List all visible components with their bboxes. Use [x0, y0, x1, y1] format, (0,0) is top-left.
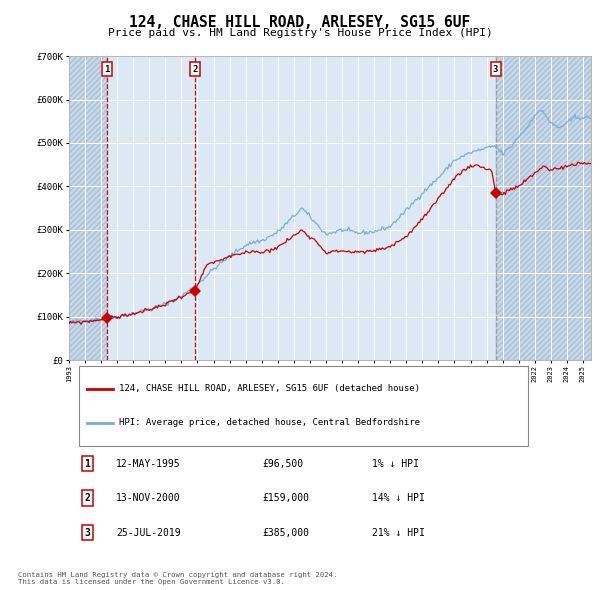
Text: 1: 1	[104, 64, 110, 74]
Bar	[496, 56, 591, 360]
Text: 2: 2	[85, 493, 90, 503]
Text: HPI: Average price, detached house, Central Bedfordshire: HPI: Average price, detached house, Cent…	[119, 418, 419, 427]
Text: 1% ↓ HPI: 1% ↓ HPI	[372, 458, 419, 468]
Text: 3: 3	[85, 527, 90, 537]
Text: £96,500: £96,500	[262, 458, 303, 468]
Text: 3: 3	[493, 64, 498, 74]
Text: 14% ↓ HPI: 14% ↓ HPI	[372, 493, 425, 503]
Text: £385,000: £385,000	[262, 527, 309, 537]
FancyBboxPatch shape	[79, 366, 529, 447]
Bar	[69, 56, 107, 360]
Text: 2: 2	[193, 64, 198, 74]
Text: 21% ↓ HPI: 21% ↓ HPI	[372, 527, 425, 537]
Text: Price paid vs. HM Land Registry's House Price Index (HPI): Price paid vs. HM Land Registry's House …	[107, 28, 493, 38]
Text: 124, CHASE HILL ROAD, ARLESEY, SG15 6UF: 124, CHASE HILL ROAD, ARLESEY, SG15 6UF	[130, 15, 470, 30]
Text: Contains HM Land Registry data © Crown copyright and database right 2024.
This d: Contains HM Land Registry data © Crown c…	[18, 572, 337, 585]
Text: 13-NOV-2000: 13-NOV-2000	[116, 493, 181, 503]
Text: 1: 1	[85, 458, 90, 468]
Text: 124, CHASE HILL ROAD, ARLESEY, SG15 6UF (detached house): 124, CHASE HILL ROAD, ARLESEY, SG15 6UF …	[119, 384, 419, 392]
Text: £159,000: £159,000	[262, 493, 309, 503]
Text: 25-JUL-2019: 25-JUL-2019	[116, 527, 181, 537]
Text: 12-MAY-1995: 12-MAY-1995	[116, 458, 181, 468]
